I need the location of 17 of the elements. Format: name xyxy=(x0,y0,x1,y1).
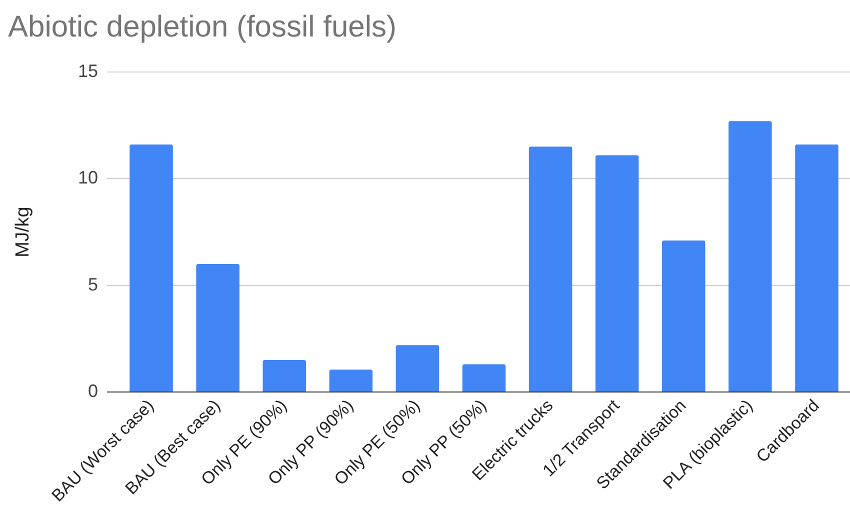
bar xyxy=(462,364,506,392)
chart-title: Abiotic depletion (fossil fuels) xyxy=(8,10,397,44)
y-tick-label: 10 xyxy=(78,168,98,188)
bar xyxy=(662,240,706,392)
bar xyxy=(528,146,572,392)
y-tick-label: 0 xyxy=(88,380,98,401)
bar xyxy=(396,345,440,392)
bar xyxy=(795,144,838,392)
bar xyxy=(262,360,306,392)
y-axis-title: MJ/kg xyxy=(12,206,34,258)
bar xyxy=(728,121,772,392)
y-tick-label: 5 xyxy=(88,274,98,294)
y-tick-label: 15 xyxy=(78,60,98,81)
bar xyxy=(595,155,639,392)
bar xyxy=(196,264,240,392)
bar xyxy=(329,370,373,392)
bar xyxy=(130,144,173,392)
